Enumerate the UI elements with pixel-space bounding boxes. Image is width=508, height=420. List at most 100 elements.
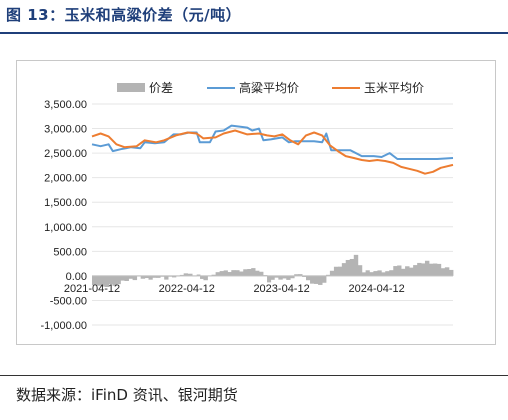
spread-bar — [128, 275, 134, 279]
spread-bar — [365, 270, 370, 276]
y-tick-label: 0.00 — [66, 271, 87, 283]
spread-bar — [258, 271, 264, 276]
spread-bar — [132, 275, 138, 281]
legend-label: 玉米平均价 — [364, 81, 424, 95]
title-rule — [0, 32, 508, 34]
spread-bar — [393, 266, 398, 276]
sorghum-price-line — [91, 124, 454, 160]
spread-bar — [215, 272, 221, 276]
y-tick-label: 1,000.00 — [44, 222, 87, 234]
legend-label: 价差 — [149, 81, 173, 95]
spread-bar — [231, 270, 236, 276]
spread-bar — [345, 259, 351, 276]
spread-bar — [424, 260, 430, 276]
spread-bar — [341, 263, 347, 276]
spread-bar — [353, 254, 359, 276]
spread-bar — [286, 275, 291, 280]
spread-bar — [255, 270, 260, 276]
corn-price-line — [91, 129, 454, 175]
spread-bar — [203, 275, 208, 281]
spread-bar — [409, 267, 414, 276]
spread-bar — [156, 275, 161, 278]
spread-bar — [413, 265, 418, 276]
spread-bar — [219, 271, 225, 276]
spread-bar — [294, 274, 299, 276]
source-note: 数据来源：iFinD 资讯、银河期货 — [16, 386, 238, 404]
spread-bar — [270, 275, 275, 280]
spread-bar — [448, 269, 454, 276]
spread-bar — [183, 273, 188, 276]
spread-bar — [385, 271, 390, 276]
spread-bar — [444, 267, 450, 276]
spread-bar — [433, 263, 438, 276]
spread-bar — [436, 263, 442, 276]
spread-bar — [124, 275, 129, 281]
spread-bar — [310, 275, 315, 284]
spread-bar — [306, 275, 311, 281]
spread-bar — [112, 275, 117, 286]
spread-bar — [171, 275, 177, 278]
y-tick-label: 3,500.00 — [44, 99, 87, 111]
spread-bar — [377, 270, 382, 276]
spread-bar — [211, 274, 217, 276]
y-tick-label: -500.00 — [50, 295, 87, 307]
y-tick-label: -1,000.00 — [41, 320, 87, 332]
spread-bar — [108, 275, 113, 285]
spread-bar — [140, 275, 146, 279]
y-tick-label: 2,000.00 — [44, 173, 87, 185]
spread-bar — [329, 270, 335, 276]
spread-bar — [282, 275, 287, 279]
y-tick-label: 500.00 — [53, 246, 87, 258]
bottom-rule — [0, 375, 508, 376]
spread-bar — [428, 263, 434, 276]
spread-bar — [421, 263, 426, 276]
spread-bar — [144, 275, 149, 279]
x-tick-label: 2021-04-12 — [64, 283, 120, 295]
y-tick-label: 1,500.00 — [44, 197, 87, 209]
spread-bar — [333, 266, 339, 276]
spread-bar — [349, 258, 355, 276]
spread-bar — [357, 265, 363, 276]
spread-bar — [298, 274, 303, 276]
spread-bar — [440, 268, 446, 276]
spread-bar — [223, 270, 228, 276]
spread-bar — [187, 273, 193, 276]
spread-bar — [164, 275, 169, 280]
spread-bar — [302, 275, 307, 277]
spread-bar — [200, 275, 204, 279]
spread-bar — [417, 262, 422, 276]
spread-bar — [148, 275, 153, 280]
spread-bar — [274, 275, 279, 278]
spread-bar — [381, 272, 386, 276]
spread-bar — [373, 271, 378, 276]
spread-bar — [361, 272, 367, 276]
y-tick-label: 2,500.00 — [44, 148, 87, 160]
spread-bar — [278, 275, 283, 280]
spread-bar — [397, 265, 402, 276]
spread-bar — [247, 269, 252, 276]
spread-bar — [401, 268, 406, 276]
x-tick-label: 2022-04-12 — [159, 283, 215, 295]
spread-bar — [104, 275, 110, 287]
spread-bar — [235, 270, 240, 276]
spread-bar — [227, 272, 232, 276]
spread-bar — [322, 275, 327, 283]
x-tick-label: 2023-04-12 — [253, 283, 309, 295]
spread-bar — [405, 266, 410, 276]
spread-bar — [239, 271, 244, 276]
spread-bar — [243, 269, 248, 276]
spread-bar — [196, 274, 201, 276]
spread-bar — [314, 275, 319, 284]
legend-swatch-spread — [117, 83, 145, 92]
spread-bar — [326, 274, 331, 276]
spread-bar — [152, 275, 157, 278]
spread-bar — [267, 275, 272, 283]
figure-title: 图 13：玉米和高粱价差（元/吨） — [6, 6, 242, 24]
chart-frame: 3,500.00 3,000.00 2,500.00 2,000.00 1,500.00… — [16, 60, 496, 345]
y-tick-label: 3,000.00 — [44, 124, 87, 136]
spread-bar — [92, 275, 97, 286]
spread-bar — [337, 266, 343, 276]
spread-bar — [100, 275, 105, 287]
legend-label: 高粱平均价 — [239, 80, 299, 95]
x-tick-label: 2024-04-12 — [349, 283, 405, 295]
